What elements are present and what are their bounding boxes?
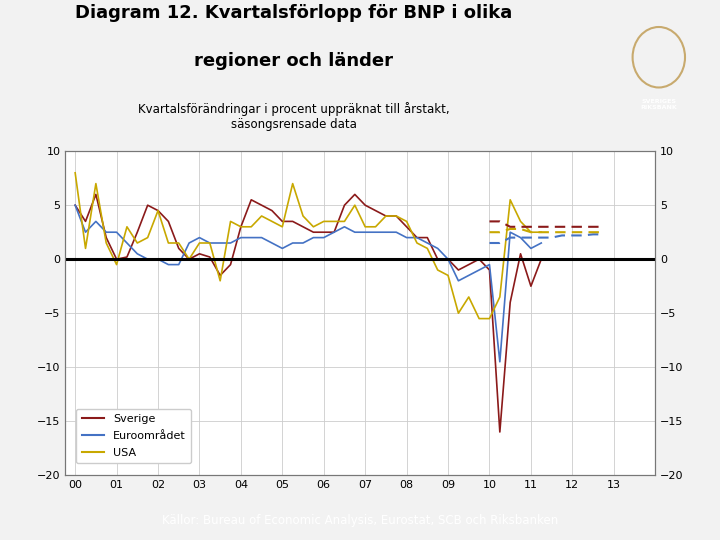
Text: Kvartalsförändringar i procent uppräknat till årstakt,
säsongsrensade data: Kvartalsförändringar i procent uppräknat… [138,102,449,131]
Text: Källor: Bureau of Economic Analysis, Eurostat, SCB och Riksbanken: Källor: Bureau of Economic Analysis, Eur… [162,514,558,527]
Text: SVERIGES
RIKSBANK: SVERIGES RIKSBANK [640,99,678,110]
Text: regioner och länder: regioner och länder [194,52,393,71]
Text: Diagram 12. Kvartalsförlopp för BNP i olika: Diagram 12. Kvartalsförlopp för BNP i ol… [75,4,513,22]
Legend: Sverige, Euroområdet, USA: Sverige, Euroområdet, USA [76,409,192,463]
